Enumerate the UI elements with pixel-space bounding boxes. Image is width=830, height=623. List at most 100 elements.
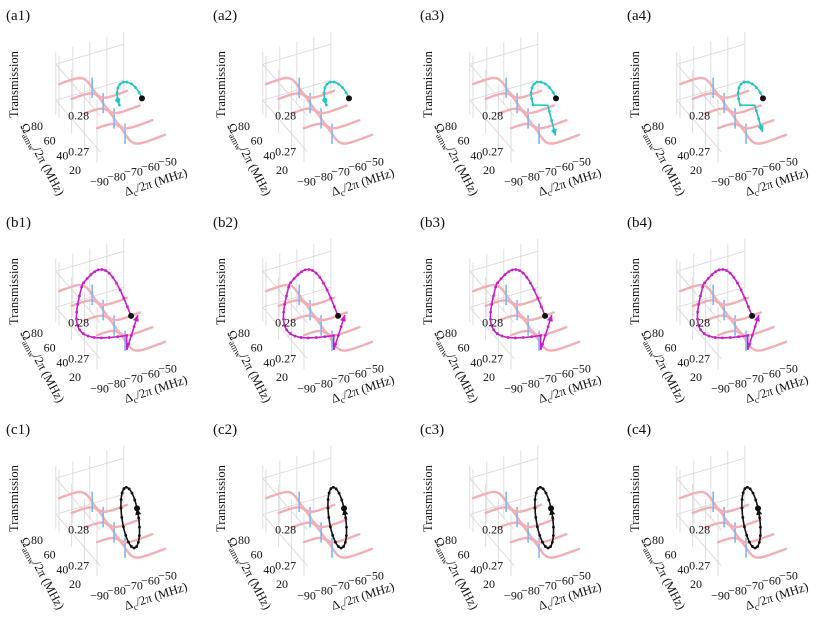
trajectory-point bbox=[138, 525, 141, 529]
trajectory-point bbox=[99, 336, 103, 340]
panel-label: (a4) bbox=[627, 8, 651, 24]
y-tick-label: 60 bbox=[665, 341, 677, 355]
start-point bbox=[138, 95, 145, 102]
trajectory-point bbox=[334, 342, 337, 346]
start-point bbox=[128, 312, 135, 319]
y-tick-label: 60 bbox=[44, 341, 56, 355]
trajectory-point bbox=[521, 271, 525, 275]
trajectory-point bbox=[82, 281, 86, 285]
x-tick-label: −50 bbox=[572, 155, 591, 169]
trajectory-point bbox=[702, 332, 706, 335]
x-tick-label: −90 bbox=[711, 589, 730, 603]
y-tick-label: 60 bbox=[458, 341, 470, 355]
y-tick-label: 80 bbox=[652, 119, 664, 133]
y-tick-label: 40 bbox=[470, 148, 482, 162]
y-tick-label: 20 bbox=[690, 370, 702, 384]
trajectory-point bbox=[755, 86, 758, 89]
trajectory-point bbox=[135, 545, 138, 548]
trajectory-point bbox=[132, 325, 136, 329]
y-tick-label: 80 bbox=[445, 326, 457, 340]
trajectory-point bbox=[736, 281, 739, 285]
trajectory-point bbox=[314, 271, 318, 275]
spectrum-curve bbox=[95, 536, 167, 559]
trajectory-point bbox=[737, 335, 741, 339]
x-axis-label-main: Δ bbox=[330, 390, 342, 406]
grid-line bbox=[262, 493, 331, 566]
trajectory-point bbox=[345, 525, 348, 529]
trajectory-point bbox=[543, 333, 547, 337]
trajectory bbox=[529, 80, 559, 136]
grid-line bbox=[262, 250, 331, 323]
trajectory-point bbox=[551, 534, 555, 538]
z-tick-label: 0.27 bbox=[689, 559, 710, 573]
y-tick-label: 60 bbox=[44, 134, 56, 148]
z-axis-label: Transmission bbox=[7, 50, 21, 118]
x-tick-label: −80 bbox=[314, 584, 333, 598]
y-tick-label: 60 bbox=[251, 548, 263, 562]
background-spectra bbox=[264, 76, 374, 145]
trajectory-point bbox=[104, 269, 107, 272]
trajectory-point bbox=[530, 86, 534, 90]
z-tick-label: 0.28 bbox=[689, 523, 710, 537]
panel-b3: (b3) 0.27 0.28 20 40 60 80 −90 −80 −70 −60 −50 Trans… bbox=[414, 207, 621, 414]
panel-b4: (b4) 0.27 0.28 20 40 60 80 −90 −80 −70 −60 −50 Trans… bbox=[621, 207, 828, 414]
x-tick-label: −70 bbox=[331, 579, 350, 593]
grid bbox=[55, 31, 125, 163]
spectrum-curve bbox=[716, 122, 788, 145]
x-tick-label: −90 bbox=[297, 589, 316, 603]
trajectory-point bbox=[341, 86, 344, 89]
x-axis-label-sub: c bbox=[339, 188, 346, 199]
spectrum-curve bbox=[471, 490, 543, 513]
spectrum-curve bbox=[484, 506, 555, 529]
trajectory-point bbox=[538, 533, 542, 537]
trajectory-point bbox=[327, 491, 331, 495]
trajectory-point bbox=[706, 277, 710, 280]
spectrum-curve bbox=[277, 92, 348, 115]
x-tick-label: −90 bbox=[504, 175, 523, 189]
trajectory-point bbox=[525, 275, 529, 279]
trajectory-point bbox=[86, 334, 90, 338]
panel-label: (c3) bbox=[420, 422, 444, 438]
trajectory-point bbox=[746, 80, 750, 84]
trajectory-point bbox=[739, 288, 743, 292]
y-tick-label: 60 bbox=[665, 548, 677, 562]
y-tick-label: 80 bbox=[652, 326, 664, 340]
spectrum-curve bbox=[70, 92, 141, 115]
trajectory-point bbox=[714, 270, 717, 274]
trajectory bbox=[321, 80, 352, 107]
trajectory-point bbox=[332, 80, 336, 84]
z-tick-label: 0.27 bbox=[68, 145, 89, 159]
trajectory-point bbox=[743, 296, 747, 300]
x-tick-label: −70 bbox=[538, 165, 557, 179]
grid-line bbox=[469, 79, 538, 152]
x-tick-label: −80 bbox=[107, 170, 126, 184]
trajectory-point bbox=[119, 506, 123, 510]
trajectory-point bbox=[536, 487, 540, 491]
trajectory-point bbox=[538, 485, 542, 489]
trajectory-point bbox=[551, 516, 555, 520]
spectrum-curve bbox=[497, 107, 568, 130]
trajectory-point bbox=[127, 342, 130, 346]
trajectory-point bbox=[111, 275, 115, 279]
trajectory-point bbox=[490, 323, 493, 327]
grid bbox=[262, 31, 332, 163]
x-tick-label: −50 bbox=[572, 569, 591, 583]
trajectory-point bbox=[329, 487, 333, 491]
z-tick-label: 0.28 bbox=[482, 109, 503, 123]
trajectory-point bbox=[539, 334, 543, 337]
start-point bbox=[548, 505, 555, 512]
y-tick-label: 60 bbox=[251, 341, 263, 355]
grid-line bbox=[676, 250, 745, 323]
z-axis-label: Transmission bbox=[421, 257, 435, 325]
y-tick-label: 20 bbox=[690, 163, 702, 177]
spectrum-curve bbox=[497, 314, 568, 337]
trajectory-point bbox=[116, 86, 120, 90]
x-axis-label-main: Δ bbox=[330, 183, 342, 199]
grid bbox=[262, 445, 332, 577]
trajectory-point bbox=[122, 525, 125, 529]
trajectory-point bbox=[737, 97, 740, 101]
